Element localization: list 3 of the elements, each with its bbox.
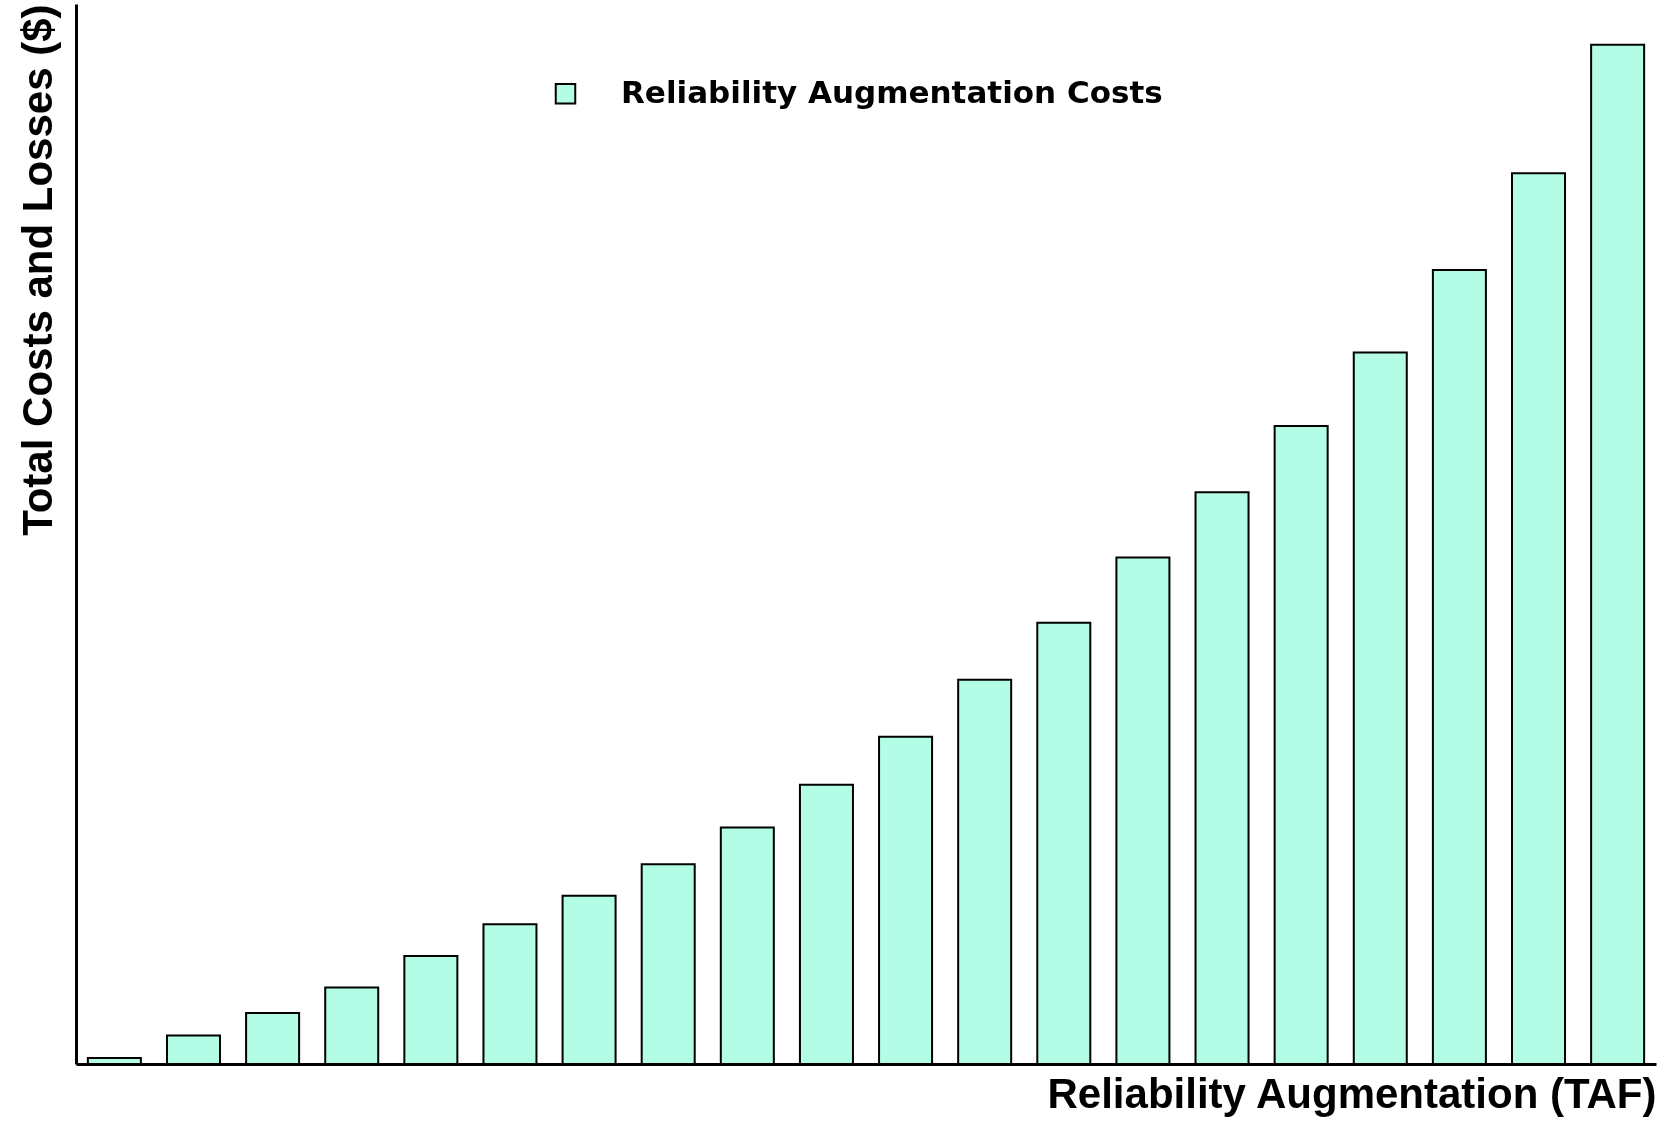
y-axis-title: Total Costs and Losses ($) — [13, 4, 61, 536]
x-axis-title: Reliability Augmentation (TAF) — [1047, 1069, 1657, 1117]
legend-label: Reliability Augmentation Costs — [621, 73, 1163, 110]
